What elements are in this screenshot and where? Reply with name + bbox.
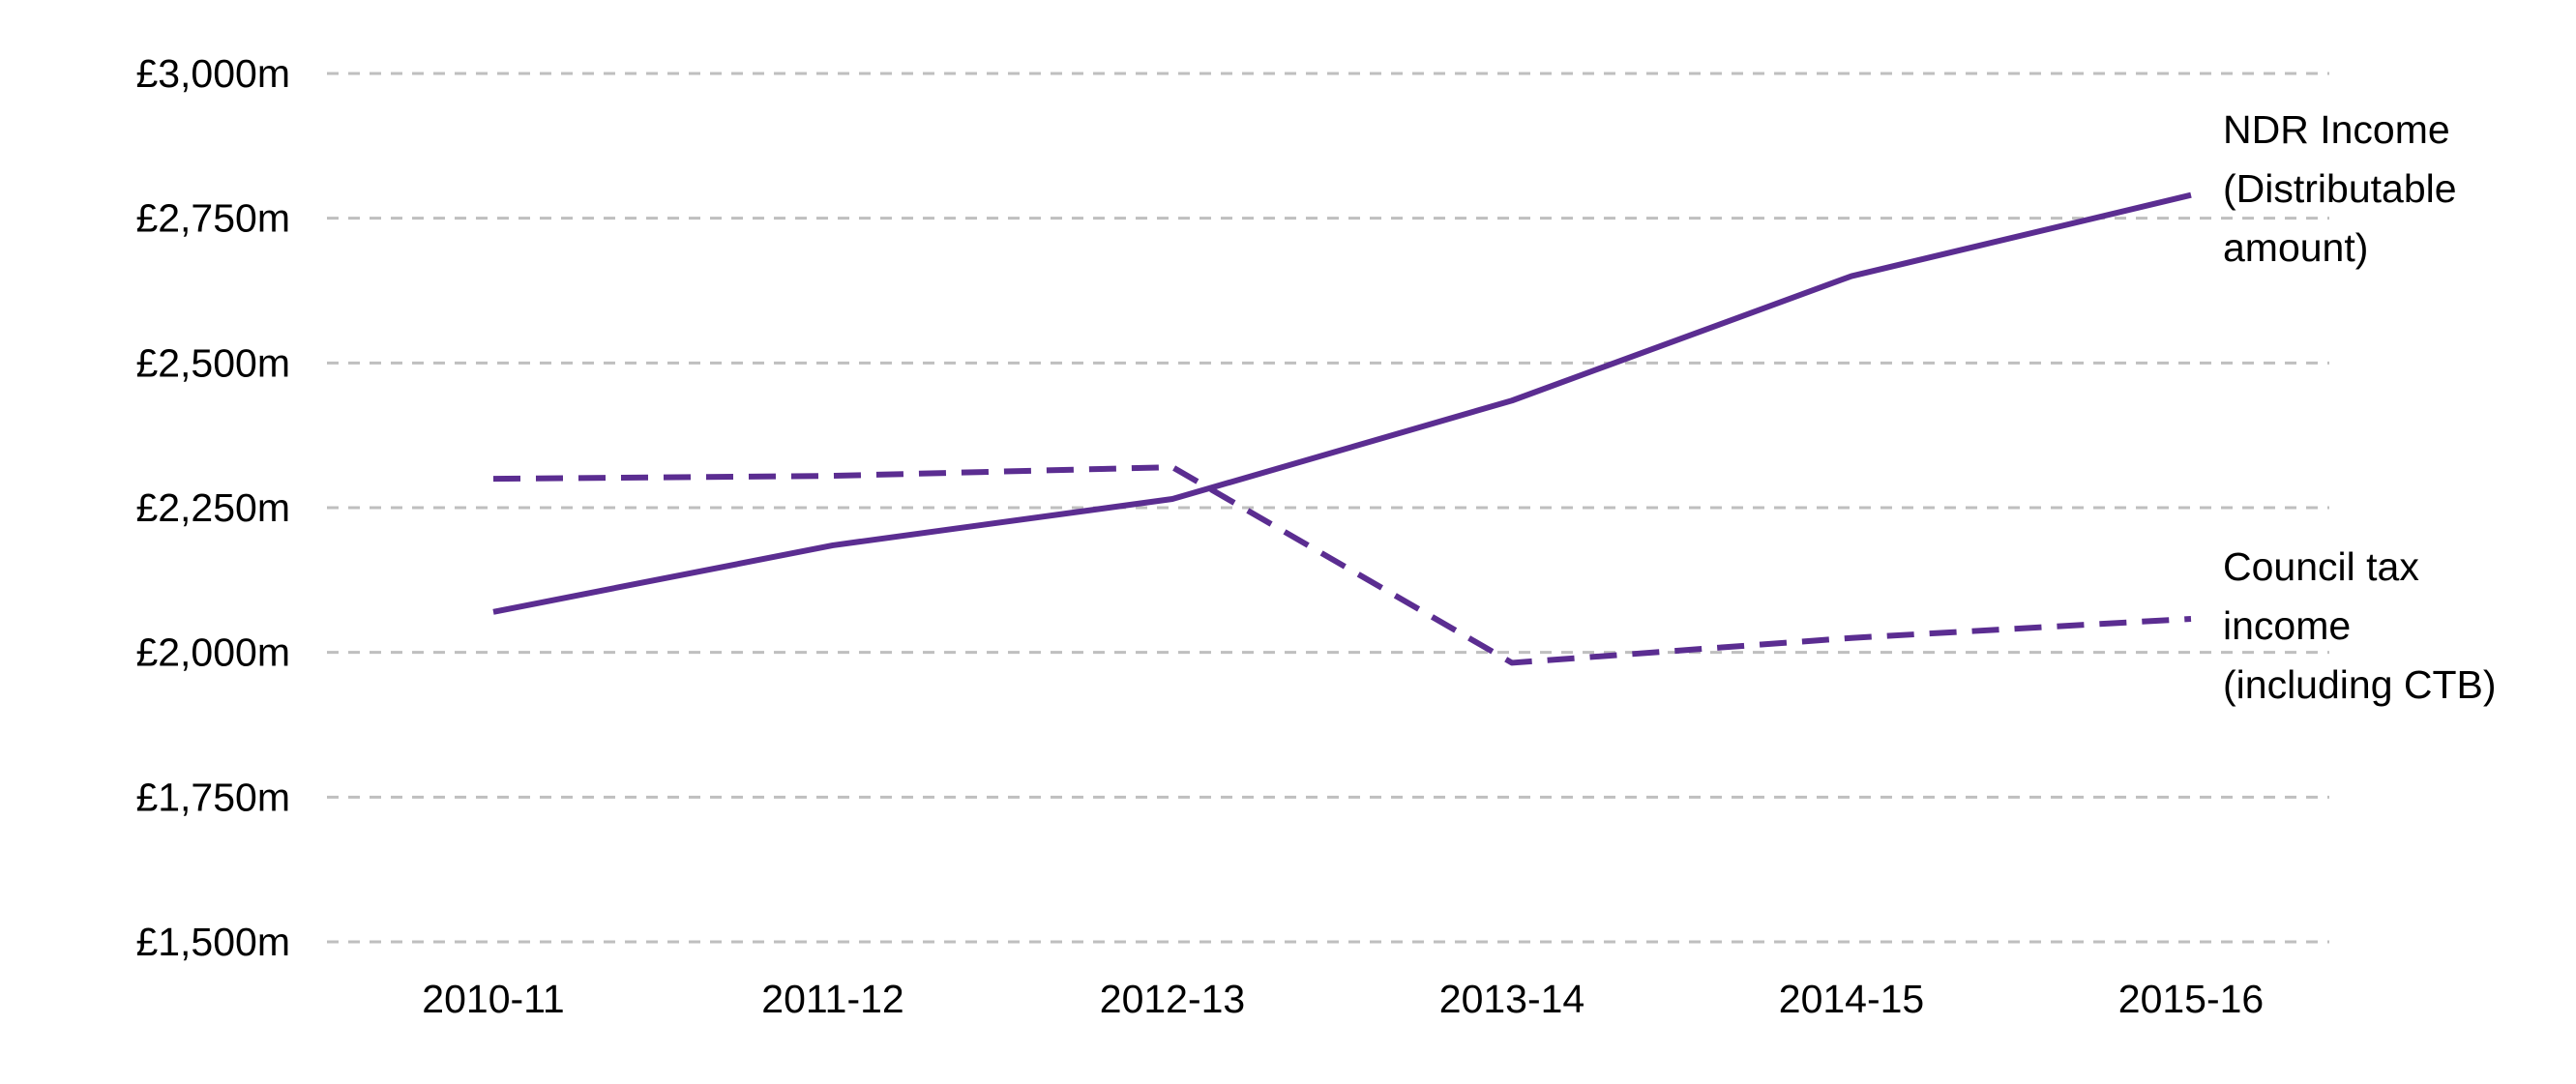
y-axis-ticks: £1,500m £1,750m £2,000m £2,250m £2,500m £2,75…: [135, 51, 290, 964]
series-lines: [492, 191, 2192, 666]
y-tick-label: £3,000m: [135, 51, 290, 96]
x-tick-label: 2014-15: [1779, 977, 1924, 1021]
series-label-line: NDR Income: [2223, 107, 2450, 152]
series-label-line: Council tax: [2223, 544, 2419, 589]
series-label-line: (Distributable: [2223, 166, 2457, 211]
y-tick-label: £1,750m: [135, 775, 290, 819]
series-label-2: Council tax income (including CTB): [2223, 544, 2497, 707]
x-tick-label: 2015-16: [2118, 977, 2264, 1021]
x-axis-ticks: 2010-11 2011-12 2012-13 2013-14 2014-15 2015-…: [422, 977, 2264, 1021]
series-label-line: amount): [2223, 225, 2368, 270]
series-line-1: [492, 191, 2192, 615]
y-tick-label: £2,750m: [135, 196, 290, 241]
x-tick-label: 2013-14: [1439, 977, 1584, 1021]
y-tick-label: £2,250m: [135, 485, 290, 530]
y-tick-label: £2,500m: [135, 340, 290, 385]
series-labels: NDR Income (Distributable amount) Council t…: [2223, 107, 2497, 707]
x-tick-label: 2011-12: [761, 977, 903, 1021]
x-tick-label: 2010-11: [422, 977, 564, 1021]
series-line-2: [492, 464, 2192, 666]
y-tick-label: £1,500m: [135, 920, 290, 964]
x-tick-label: 2012-13: [1100, 977, 1245, 1021]
gridlines: [327, 72, 2329, 944]
series-label-line: (including CTB): [2223, 662, 2497, 707]
series-label-1: NDR Income (Distributable amount): [2223, 107, 2457, 270]
series-label-line: income: [2223, 603, 2351, 648]
y-tick-label: £2,000m: [135, 630, 290, 675]
